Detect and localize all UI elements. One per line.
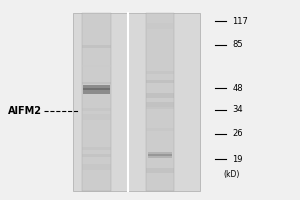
Bar	[82, 154, 111, 157]
Text: AIFM2: AIFM2	[8, 106, 42, 116]
Bar	[83, 88, 110, 90]
Bar	[82, 82, 111, 84]
Text: 26: 26	[232, 129, 243, 138]
Bar	[82, 45, 111, 48]
Text: 34: 34	[232, 105, 243, 114]
Bar	[146, 107, 174, 109]
Text: 85: 85	[232, 40, 243, 49]
Bar	[146, 80, 174, 83]
Bar	[146, 128, 174, 131]
Bar	[146, 93, 174, 98]
Bar	[148, 154, 172, 156]
Bar	[146, 168, 174, 173]
Bar	[82, 164, 111, 170]
FancyBboxPatch shape	[146, 13, 174, 191]
Text: 48: 48	[232, 84, 243, 93]
Bar	[82, 65, 111, 67]
Bar	[82, 114, 111, 120]
Bar	[83, 85, 110, 94]
Bar	[146, 102, 174, 107]
Bar	[146, 71, 174, 74]
FancyBboxPatch shape	[82, 13, 111, 191]
Text: (kD): (kD)	[224, 170, 240, 179]
Text: 117: 117	[232, 17, 248, 26]
Bar	[148, 152, 172, 158]
Bar	[82, 147, 111, 150]
Text: 19: 19	[232, 155, 243, 164]
Bar	[82, 108, 111, 111]
FancyBboxPatch shape	[73, 13, 200, 191]
Bar	[146, 23, 174, 29]
